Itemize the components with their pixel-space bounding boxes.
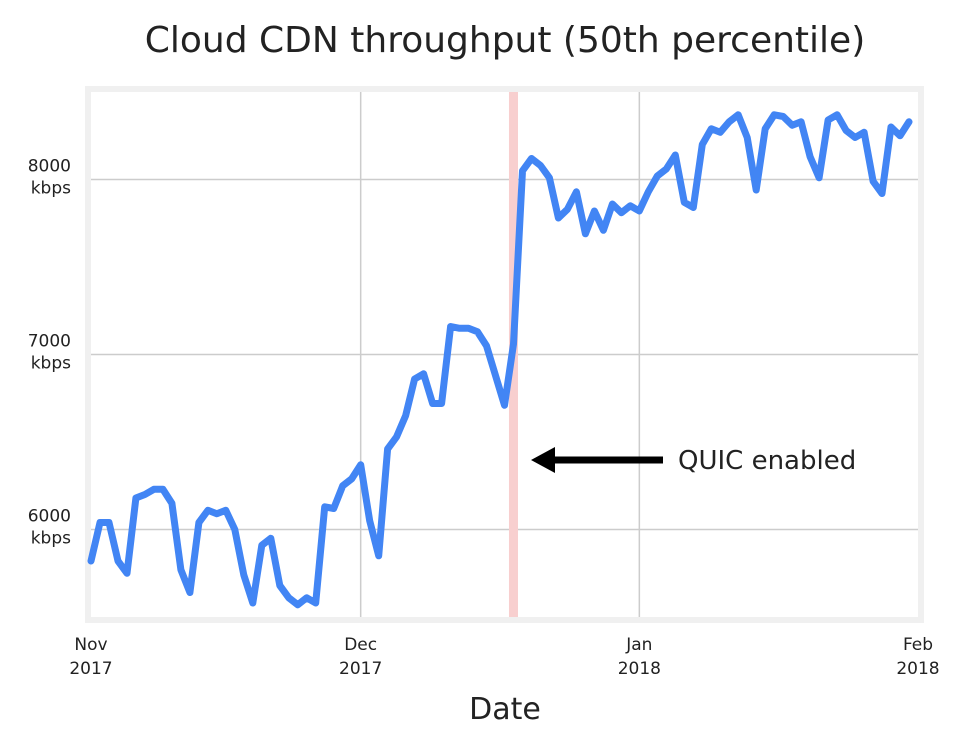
y-tick-labels: 6000 kbps 7000 kbps 8000 kbps [28,157,71,549]
y-tick-label-2: 8000 kbps [28,157,71,199]
x-tick-label-2: Jan 2018 [618,635,661,679]
y-tick-label-0: 6000 kbps [28,507,71,549]
series-line-0 [87,111,913,609]
event-annotation: QUIC enabled [531,446,856,476]
annotation-arrow-head [531,447,555,473]
chart-title: Cloud CDN throughput (50th percentile) [145,20,866,61]
x-tick-label-3: Feb 2018 [896,635,939,679]
gridlines [91,92,918,617]
x-tick-labels: Nov 2017 Dec 2017 Jan 2018 Feb 2018 [69,635,939,679]
x-tick-label-1: Dec 2017 [339,635,382,679]
x-tick-label-0: Nov 2017 [69,635,112,679]
series-lines [87,111,913,609]
annotation-label: QUIC enabled [678,446,856,476]
x-axis-label: Date [469,692,541,727]
y-tick-label-1: 7000 kbps [28,332,71,374]
